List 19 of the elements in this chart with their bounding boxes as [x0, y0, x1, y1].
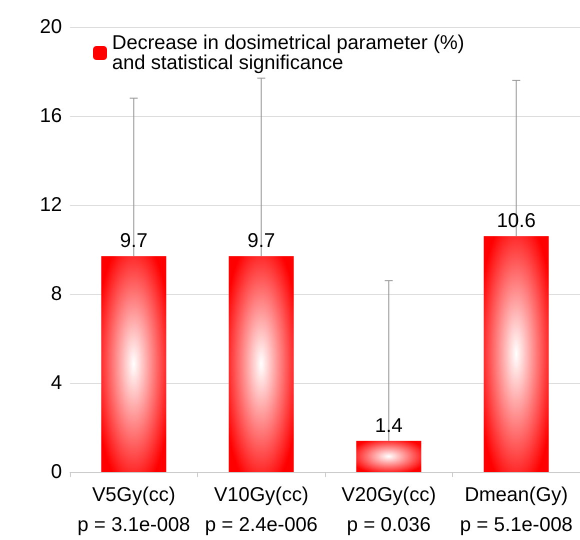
y-tick-label: 16: [40, 105, 62, 127]
x-tick-label: V5Gy(cc) p = 3.1e-008: [77, 484, 190, 536]
y-tick-label: 4: [50, 372, 62, 394]
data-label: 1.4: [374, 414, 403, 437]
x-tick-label: Dmean(Gy) p = 5.1e-008: [460, 484, 573, 536]
data-label: 10.6: [496, 210, 536, 232]
x-tick-label: V20Gy(cc) p = 0.036: [342, 484, 436, 536]
y-tick-label: 8: [50, 283, 62, 305]
x-tick-label: V10Gy(cc) p = 2.4e-006: [204, 484, 318, 536]
legend-label: Decrease in dosimetrical parameter (%) and statistical significance: [112, 32, 464, 74]
bar: [356, 440, 422, 472]
bar: [484, 236, 549, 472]
bar: [101, 256, 166, 472]
y-tick-label: 20: [40, 16, 62, 38]
y-tick-label: 12: [40, 194, 62, 216]
y-tick-label: 0: [50, 461, 62, 483]
bar: [228, 256, 294, 472]
data-label: 9.7: [247, 230, 276, 252]
data-label: 9.7: [120, 230, 148, 252]
